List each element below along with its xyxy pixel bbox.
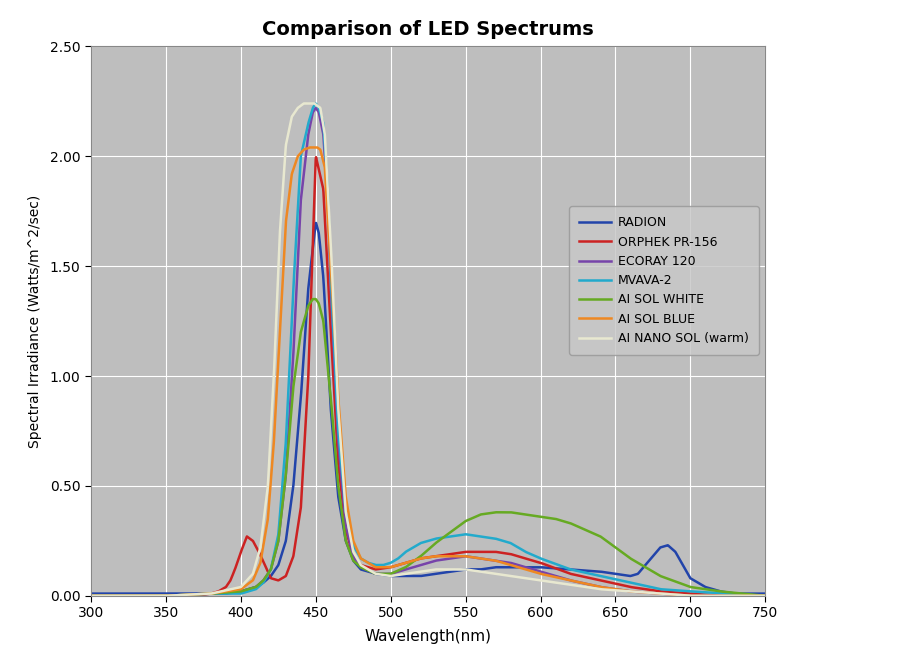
Line: AI SOL WHITE: AI SOL WHITE — [91, 299, 765, 596]
AI SOL WHITE — [86, 592, 97, 600]
ORPHEK PR-156 — [760, 592, 771, 600]
MVAVA-2 — [760, 592, 771, 600]
Line: AI SOL BLUE: AI SOL BLUE — [91, 148, 765, 596]
RADION — [741, 590, 752, 598]
RADION — [617, 571, 628, 579]
ORPHEK PR-156 — [741, 592, 752, 600]
AI NANO SOL (warm) — [741, 592, 752, 600]
ECORAY 120 — [741, 592, 752, 600]
AI SOL BLUE — [760, 592, 771, 600]
AI SOL WHITE — [414, 553, 425, 561]
AI SOL BLUE — [396, 560, 407, 568]
ECORAY 120 — [86, 592, 97, 600]
AI SOL WHITE — [760, 592, 771, 600]
Line: ORPHEK PR-156: ORPHEK PR-156 — [91, 157, 765, 596]
AI SOL BLUE — [86, 592, 97, 600]
MVAVA-2 — [311, 100, 322, 108]
ECORAY 120 — [741, 592, 752, 600]
ECORAY 120 — [396, 567, 407, 575]
ORPHEK PR-156 — [120, 592, 131, 600]
ECORAY 120 — [414, 561, 425, 569]
MVAVA-2 — [617, 577, 628, 585]
AI SOL WHITE — [741, 590, 752, 598]
Line: ECORAY 120: ECORAY 120 — [91, 108, 765, 596]
MVAVA-2 — [120, 592, 131, 600]
AI SOL WHITE — [617, 549, 628, 557]
ORPHEK PR-156 — [617, 581, 628, 589]
MVAVA-2 — [741, 591, 752, 598]
MVAVA-2 — [741, 591, 752, 598]
ECORAY 120 — [617, 587, 628, 594]
AI SOL WHITE — [741, 590, 752, 598]
AI SOL WHITE — [396, 565, 407, 573]
RADION — [760, 590, 771, 598]
AI NANO SOL (warm) — [617, 587, 628, 594]
Title: Comparison of LED Spectrums: Comparison of LED Spectrums — [262, 21, 594, 39]
ECORAY 120 — [760, 592, 771, 600]
RADION — [120, 590, 131, 598]
RADION — [414, 572, 425, 580]
RADION — [86, 590, 97, 598]
AI SOL BLUE — [120, 592, 131, 600]
Line: MVAVA-2: MVAVA-2 — [91, 104, 765, 596]
Line: RADION: RADION — [91, 223, 765, 594]
AI NANO SOL (warm) — [299, 99, 310, 107]
Legend: RADION, ORPHEK PR-156, ECORAY 120, MVAVA-2, AI SOL WHITE, AI SOL BLUE, AI NANO S: RADION, ORPHEK PR-156, ECORAY 120, MVAVA… — [569, 207, 759, 355]
AI NANO SOL (warm) — [760, 592, 771, 600]
Y-axis label: Spectral Irradiance (Watts/m^2/sec): Spectral Irradiance (Watts/m^2/sec) — [27, 195, 42, 448]
ORPHEK PR-156 — [311, 153, 322, 161]
ECORAY 120 — [311, 104, 322, 112]
AI NANO SOL (warm) — [120, 592, 131, 600]
AI SOL WHITE — [308, 295, 319, 303]
MVAVA-2 — [414, 540, 425, 548]
RADION — [741, 590, 752, 598]
AI SOL BLUE — [617, 587, 628, 594]
MVAVA-2 — [86, 592, 97, 600]
ORPHEK PR-156 — [414, 555, 425, 563]
AI SOL BLUE — [741, 592, 752, 600]
AI SOL BLUE — [304, 144, 315, 152]
Line: AI NANO SOL (warm): AI NANO SOL (warm) — [91, 103, 765, 596]
ORPHEK PR-156 — [86, 592, 97, 600]
AI NANO SOL (warm) — [414, 568, 425, 576]
ORPHEK PR-156 — [396, 560, 407, 568]
ORPHEK PR-156 — [741, 592, 752, 600]
AI NANO SOL (warm) — [396, 571, 407, 579]
AI NANO SOL (warm) — [741, 592, 752, 600]
AI SOL WHITE — [120, 592, 131, 600]
AI SOL BLUE — [741, 592, 752, 600]
RADION — [311, 219, 322, 227]
AI NANO SOL (warm) — [86, 592, 97, 600]
MVAVA-2 — [396, 551, 407, 559]
ECORAY 120 — [120, 592, 131, 600]
X-axis label: Wavelength(nm): Wavelength(nm) — [364, 628, 492, 643]
AI SOL BLUE — [414, 555, 425, 563]
RADION — [396, 572, 407, 580]
